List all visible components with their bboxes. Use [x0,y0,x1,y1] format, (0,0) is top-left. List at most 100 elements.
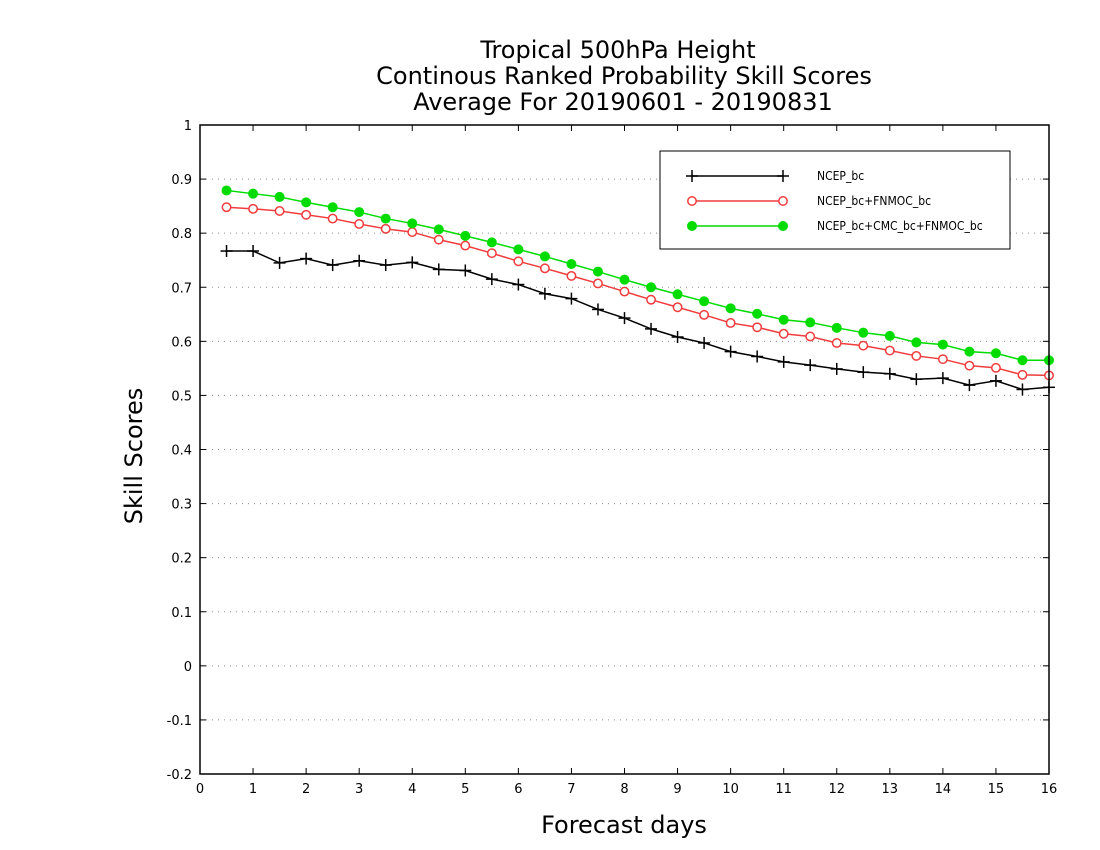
data-point [751,350,764,363]
data-point [220,245,233,258]
data-point [646,294,656,305]
legend-item: NCEP_bc+CMC_bc+FNMOC_bc [687,219,983,233]
data-point [989,374,1002,387]
data-point [699,296,710,307]
data-point [592,266,603,277]
data-point [354,219,365,229]
data-point [326,259,339,272]
data-point [221,185,232,196]
data-point [937,339,948,350]
data-point [752,308,763,319]
data-point [831,322,842,333]
data-point [858,340,869,351]
data-point [433,224,444,235]
x-tick-label: 4 [408,782,416,797]
data-point [538,287,551,300]
chart-title-line-1: Tropical 500hPa Height [479,36,755,64]
x-tick-label: 2 [302,782,310,797]
data-point [752,322,763,333]
data-point [936,372,949,385]
x-tick-label: 11 [775,782,792,797]
data-point [247,245,260,258]
x-tick-label: 15 [988,782,1005,797]
data-point [619,274,630,285]
data-point [459,264,472,277]
data-point [565,292,578,305]
data-point [990,348,1001,359]
data-point [379,259,392,272]
data-point [1017,369,1028,380]
x-tick-label: 10 [722,782,739,797]
data-point [433,234,444,245]
x-tick-label: 12 [828,782,845,797]
data-point [964,360,975,371]
series-1 [220,245,1055,396]
data-point [486,248,497,259]
data-point [963,379,976,392]
legend-item: NCEP_bc+FNMOC_bc [687,194,931,208]
x-tick-label: 3 [355,782,363,797]
data-point [778,328,789,339]
data-point [354,207,365,218]
data-point [460,230,471,241]
data-point [407,227,418,238]
data-point [699,309,710,320]
data-point [248,203,259,214]
y-tick-label: -0.1 [167,714,192,729]
data-point [778,221,788,231]
data-point [910,373,923,386]
data-point [725,303,736,314]
data-point [274,206,285,216]
data-point [724,345,737,358]
data-point [380,213,391,224]
data-point [407,218,418,229]
data-point [591,303,604,316]
data-point [686,170,698,182]
data-point [539,263,550,274]
data-point [460,240,471,251]
x-tick-label: 13 [882,782,899,797]
x-axis: 0 1 2 3 4 5 6 7 8 9 10 11 12 13 14 15 16 [196,125,1057,797]
x-axis-title: Forecast days [541,811,707,839]
gridlines [200,178,1049,721]
legend: NCEP_bc NCEP_bc+FNMOC_bc NCEP_bc+CMC_bc+FN… [659,150,1011,250]
data-point [778,314,789,325]
data-point [248,188,259,199]
data-point [221,202,232,213]
data-point [672,289,683,300]
data-point [884,330,895,341]
data-point [777,170,789,182]
data-point [619,286,630,297]
chart-title: Tropical 500hPa Height Continous Ranked … [376,36,872,116]
x-tick-label: 1 [249,782,257,797]
x-tick-label: 6 [514,782,522,797]
data-point [698,336,711,349]
y-axis: -0.2 -0.1 0 0.1 0.2 0.3 0.4 0.5 0.6 0.7 0.8 0.9 1 [167,119,1049,783]
x-tick-label: 5 [461,782,469,797]
series-layer [220,185,1055,396]
y-tick-label: 0 [184,660,192,675]
y-tick-label: 0.9 [171,173,192,188]
data-point [485,273,498,286]
data-point [327,202,338,213]
data-point [672,302,683,313]
data-point [687,196,697,206]
x-tick-label: 9 [673,782,681,797]
data-point [883,367,896,380]
data-point [353,254,366,267]
chart-title-line-3: Average For 20190601 - 20190831 [413,88,833,116]
data-point [512,278,525,291]
data-point [301,209,312,220]
y-tick-label: 0.8 [171,227,192,242]
y-axis-title: Skill Scores [120,388,148,525]
data-point [857,366,870,379]
data-point [964,346,975,357]
data-point [858,327,869,338]
data-point [406,256,419,269]
y-tick-label: 0.6 [171,335,192,350]
data-point [486,237,497,248]
y-tick-label: 0.1 [171,606,192,621]
data-point [725,317,736,328]
data-point [274,191,285,202]
